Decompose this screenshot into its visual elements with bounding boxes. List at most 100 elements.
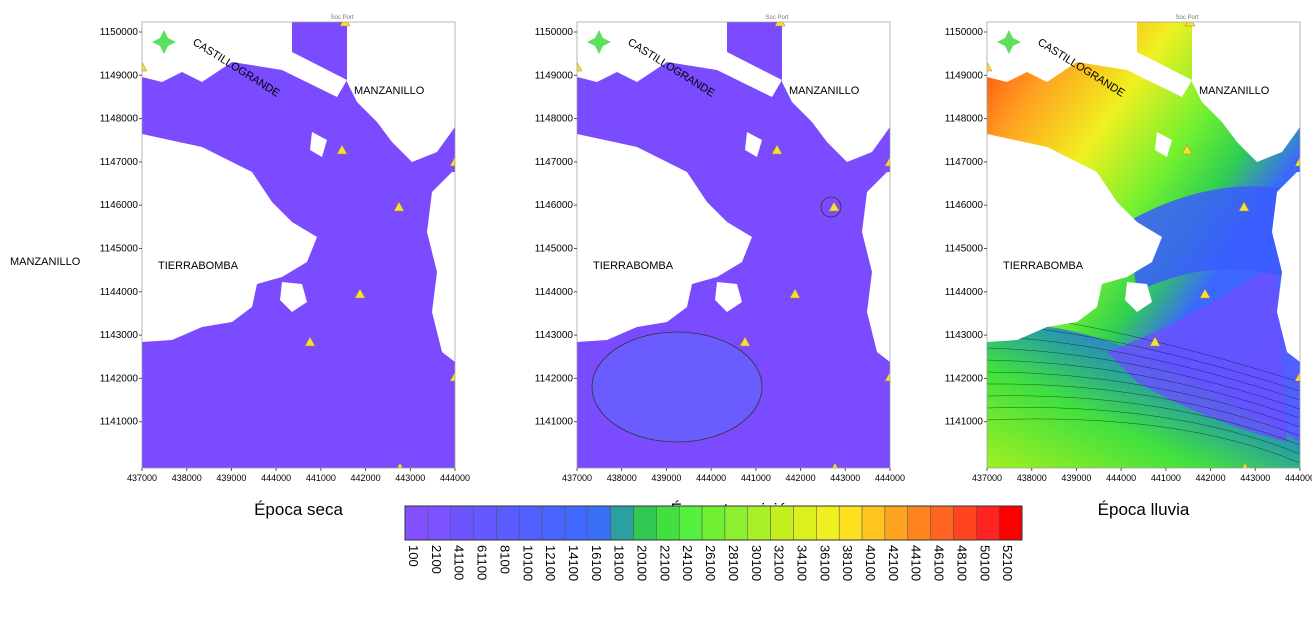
x-tick-label: 437000 bbox=[127, 473, 157, 483]
y-tick-label: 1148000 bbox=[535, 114, 574, 125]
legend-label: 30100 bbox=[749, 545, 764, 581]
map-frame bbox=[141, 21, 456, 469]
contour bbox=[591, 331, 763, 443]
x-tick-label: 443000 bbox=[1240, 473, 1270, 483]
land bbox=[142, 134, 317, 342]
station bbox=[449, 156, 455, 167]
x-tick-label: 437000 bbox=[562, 473, 592, 483]
legend-swatch bbox=[838, 505, 863, 541]
contour bbox=[987, 383, 1300, 437]
panel-title: Época seca bbox=[254, 500, 343, 519]
station bbox=[789, 288, 801, 299]
legend-swatch bbox=[724, 505, 749, 541]
legend-swatch bbox=[496, 505, 520, 541]
place-label: TIERRABOMBA bbox=[593, 260, 674, 272]
land bbox=[1192, 22, 1300, 162]
legend-swatch bbox=[678, 505, 703, 541]
x-tick-label: 443000 bbox=[830, 473, 860, 483]
station bbox=[393, 201, 405, 212]
place-label: MANZANILLO bbox=[1199, 85, 1270, 97]
x-tick-label: 443000 bbox=[395, 473, 425, 483]
legend-label: 46100 bbox=[932, 545, 947, 581]
station bbox=[884, 371, 890, 382]
contour bbox=[987, 347, 1300, 410]
land bbox=[310, 132, 327, 157]
legend-label: 100 bbox=[406, 545, 421, 567]
land bbox=[182, 22, 347, 97]
y-tick-label: 1142000 bbox=[945, 373, 984, 384]
legend-swatch bbox=[587, 505, 611, 541]
place-label: MANZANILLO bbox=[789, 85, 860, 97]
legend-label: 44100 bbox=[909, 545, 924, 581]
legend-label: 42100 bbox=[886, 545, 901, 581]
station bbox=[336, 144, 348, 155]
legend-swatch bbox=[541, 505, 566, 541]
legend-label: 12100 bbox=[543, 545, 558, 581]
land bbox=[1125, 282, 1152, 312]
legend-swatch bbox=[884, 505, 908, 541]
station-label: Soc Port bbox=[1175, 15, 1198, 21]
x-tick-label: 438000 bbox=[607, 473, 637, 483]
x-tick-label: 441000 bbox=[741, 473, 771, 483]
x-tick-label: 444000 bbox=[261, 473, 291, 483]
y-tick-label: 1150000 bbox=[945, 27, 984, 38]
legend-label: 36100 bbox=[817, 545, 832, 581]
land bbox=[142, 22, 182, 82]
x-tick-label: 442000 bbox=[351, 473, 381, 483]
y-tick-label: 1147000 bbox=[100, 157, 139, 168]
legend-swatch bbox=[404, 505, 429, 541]
x-tick-label: 444000 bbox=[1106, 473, 1136, 483]
legend-label: 50100 bbox=[977, 545, 992, 581]
y-tick-label: 1148000 bbox=[945, 114, 984, 125]
legend-label: 28100 bbox=[726, 545, 741, 581]
y-tick-label: 1142000 bbox=[100, 373, 139, 384]
y-tick-label: 1149000 bbox=[100, 70, 139, 81]
station bbox=[987, 61, 993, 72]
legend-swatch bbox=[450, 505, 474, 541]
y-tick-label: 1141000 bbox=[945, 417, 984, 428]
land bbox=[745, 132, 762, 157]
legend-swatch bbox=[861, 505, 886, 541]
x-tick-label: 437000 bbox=[972, 473, 1002, 483]
y-tick-label: 1142000 bbox=[535, 373, 574, 384]
legend-swatch bbox=[930, 505, 954, 541]
y-tick-label: 1141000 bbox=[100, 417, 139, 428]
legend-swatch bbox=[793, 505, 817, 541]
y-tick-label: 1144000 bbox=[535, 287, 574, 298]
land bbox=[427, 172, 455, 362]
land bbox=[577, 134, 752, 342]
legend-label: 22100 bbox=[657, 545, 672, 581]
x-tick-label: 439000 bbox=[216, 473, 246, 483]
station bbox=[354, 288, 366, 299]
map-area bbox=[577, 22, 890, 468]
station bbox=[1241, 462, 1249, 468]
land bbox=[280, 282, 307, 312]
outside-label: MANZANILLO bbox=[10, 256, 81, 268]
y-tick-label: 1144000 bbox=[100, 287, 139, 298]
station bbox=[339, 22, 351, 27]
station bbox=[449, 371, 455, 382]
land bbox=[987, 22, 1027, 82]
land bbox=[715, 282, 742, 312]
station bbox=[304, 336, 316, 347]
x-tick-label: 442000 bbox=[1196, 473, 1226, 483]
land bbox=[1027, 22, 1192, 97]
legend-label: 26100 bbox=[703, 545, 718, 581]
legend-label: 2100 bbox=[429, 545, 444, 574]
y-tick-label: 1144000 bbox=[945, 287, 984, 298]
station bbox=[577, 61, 583, 72]
legend-swatch bbox=[747, 505, 771, 541]
legend-swatch bbox=[564, 505, 589, 541]
color-legend: 100 2100 41100 61100 8100 10100 12100 14100 1610… bbox=[404, 505, 1023, 581]
contour bbox=[987, 359, 1300, 419]
legend-label: 34100 bbox=[794, 545, 809, 581]
legend-swatch bbox=[770, 505, 794, 541]
marker bbox=[587, 30, 611, 54]
legend-label: 40100 bbox=[863, 545, 878, 581]
x-tick-label: 444000 bbox=[696, 473, 726, 483]
land bbox=[782, 22, 890, 162]
y-tick-label: 1146000 bbox=[100, 200, 139, 211]
legend-label: 18100 bbox=[612, 545, 627, 581]
